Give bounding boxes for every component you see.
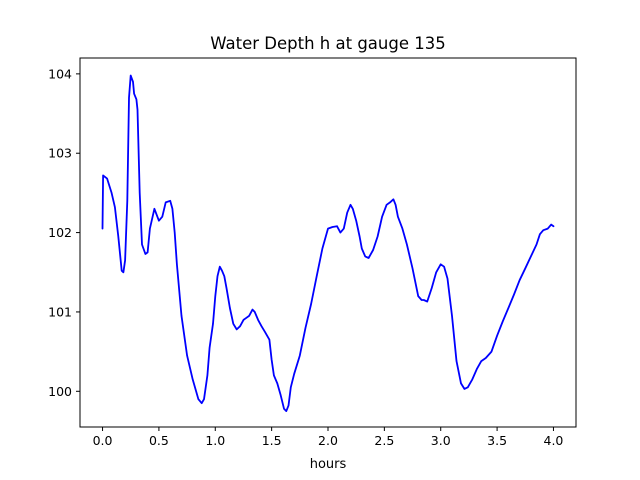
y-tick-label: 101 bbox=[48, 304, 72, 319]
x-tick-label: 0.5 bbox=[149, 433, 169, 448]
x-tick-label: 1.5 bbox=[262, 433, 282, 448]
plot-background bbox=[80, 58, 576, 427]
y-tick-label: 100 bbox=[48, 384, 72, 399]
x-tick-label: 0.0 bbox=[93, 433, 113, 448]
x-axis-label: hours bbox=[310, 457, 347, 472]
x-tick-label: 3.0 bbox=[431, 433, 451, 448]
x-tick-label: 3.5 bbox=[487, 433, 507, 448]
y-tick-label: 103 bbox=[48, 146, 72, 161]
x-tick-label: 4.0 bbox=[544, 433, 564, 448]
x-tick-label: 2.5 bbox=[374, 433, 394, 448]
y-tick-label: 104 bbox=[48, 66, 72, 81]
y-axis-ticks: 100 101 102 103 104 bbox=[48, 66, 80, 399]
x-tick-label: 1.0 bbox=[205, 433, 225, 448]
plot-area: 0.0 0.5 1.0 1.5 2.0 2.5 3.0 3.5 4.0 100 101 102 103… bbox=[48, 57, 577, 448]
series-layer bbox=[101, 74, 555, 413]
series-line bbox=[101, 74, 555, 413]
y-tick-label: 102 bbox=[48, 225, 72, 240]
chart-title: Water Depth h at gauge 135 bbox=[210, 34, 445, 53]
x-tick-label: 2.0 bbox=[318, 433, 338, 448]
x-axis-ticks: 0.0 0.5 1.0 1.5 2.0 2.5 3.0 3.5 4.0 bbox=[93, 427, 564, 448]
